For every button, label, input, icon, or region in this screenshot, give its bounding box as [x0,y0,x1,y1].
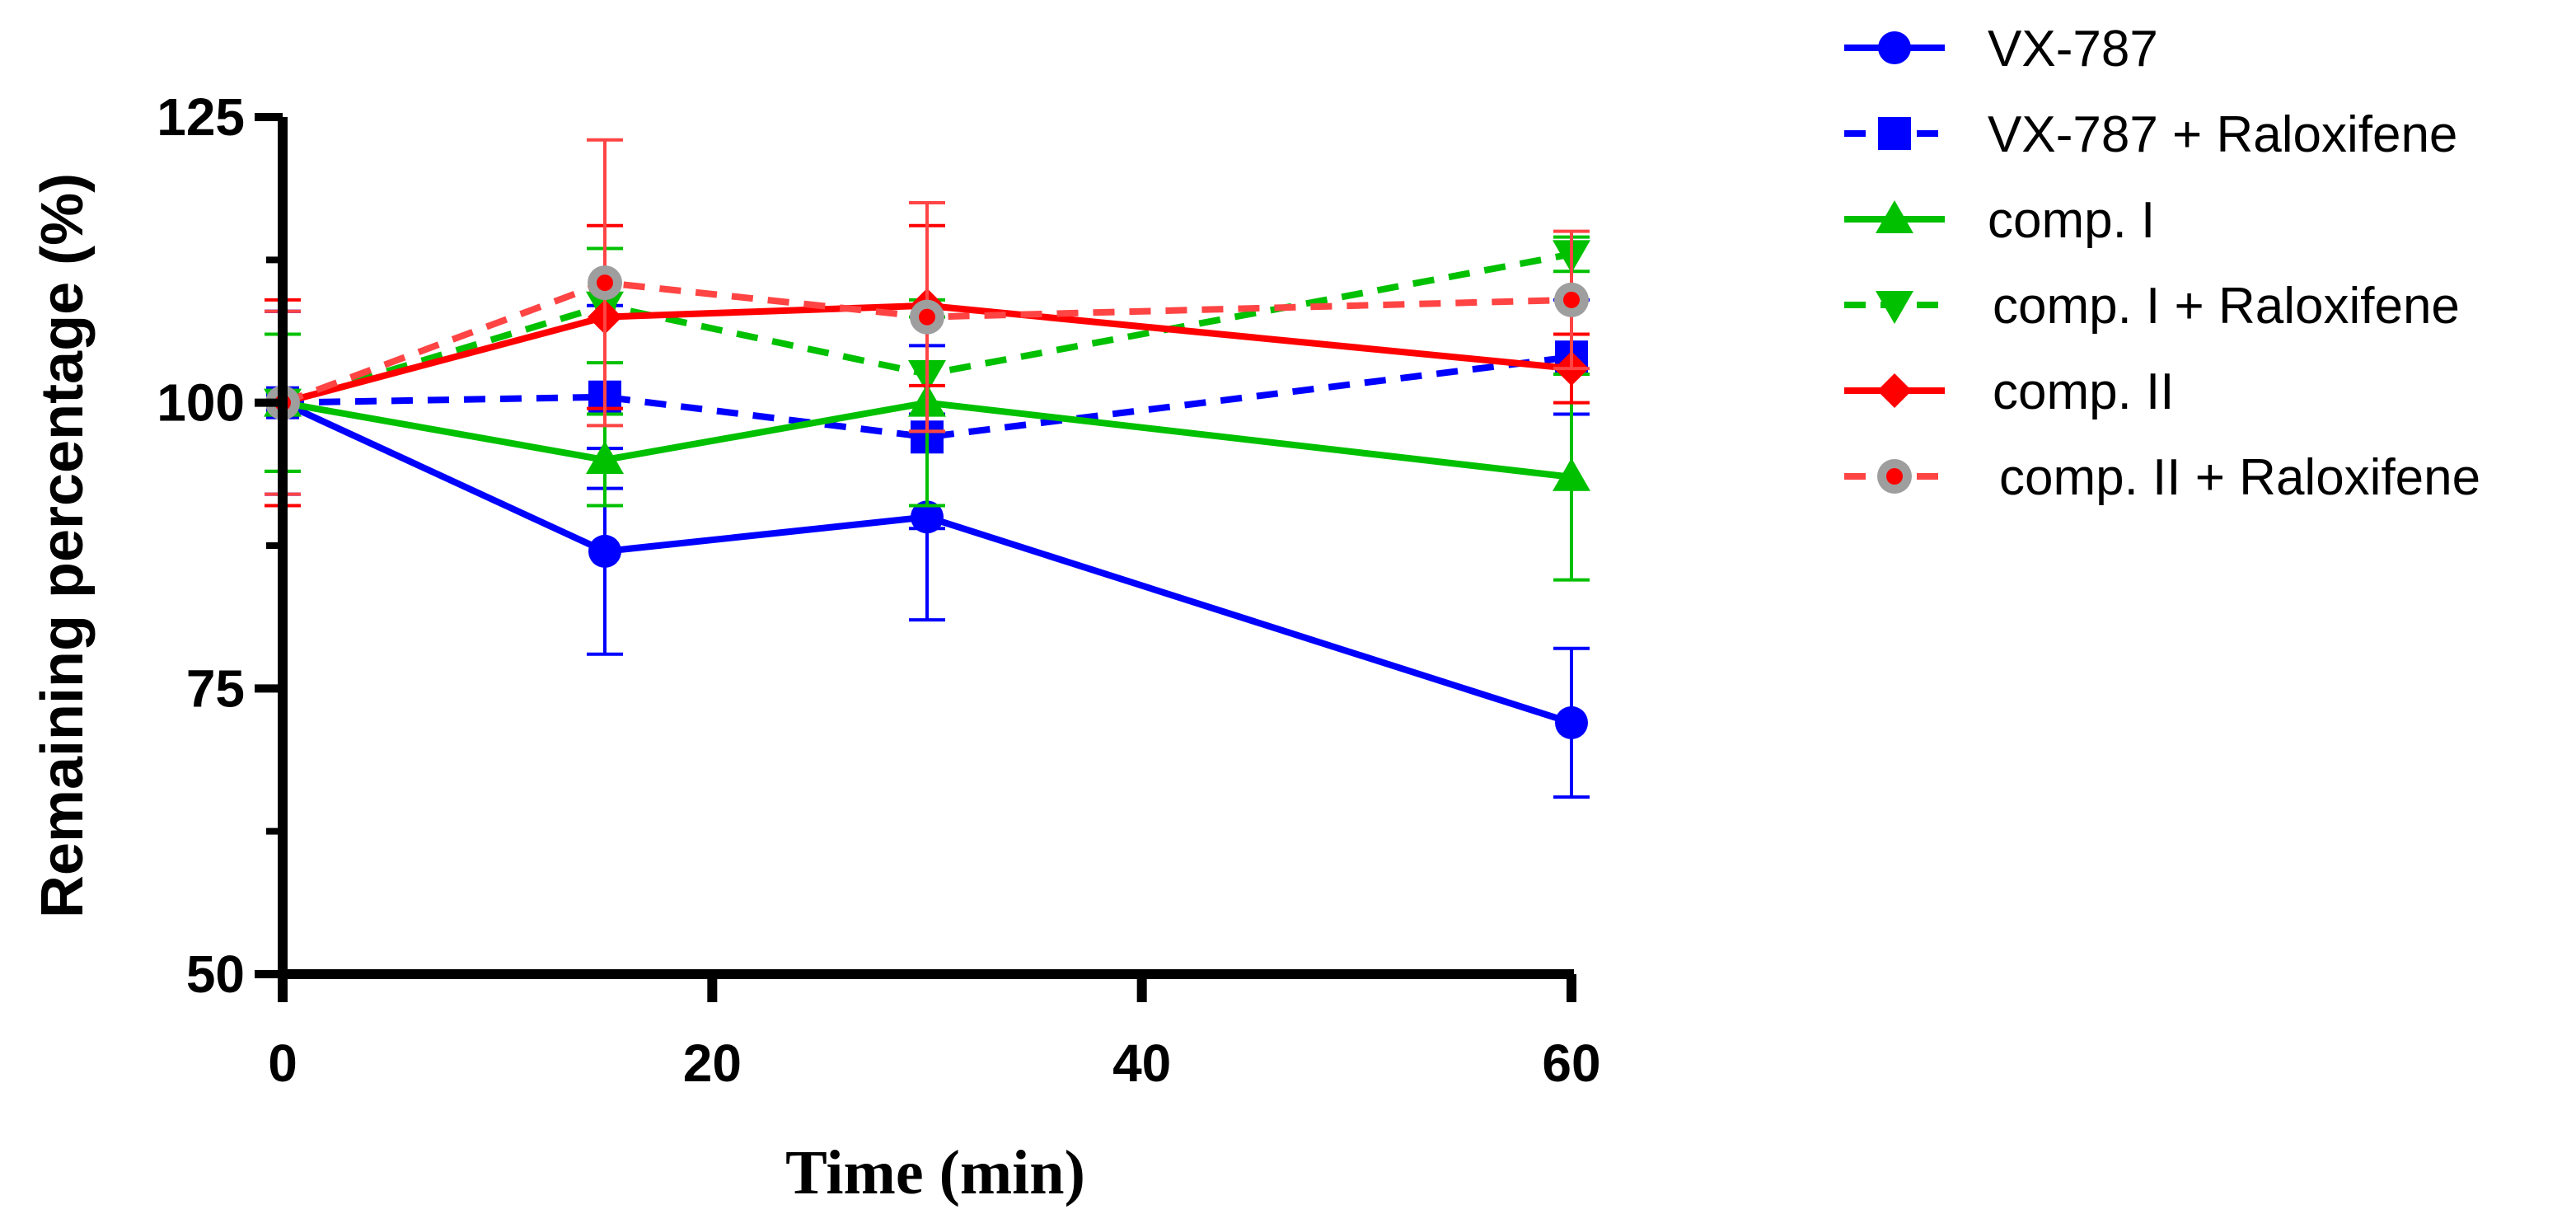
series-line [281,400,1573,726]
x-tick-label: 20 [683,1033,742,1093]
legend-marker [1876,200,1913,233]
data-point [910,299,944,335]
series-line [282,354,1572,441]
marker-inner [1886,468,1903,485]
legend-label: comp. II + Raloxifene [1999,449,2480,506]
series-line [281,251,1572,406]
y-tick-label: 125 [157,87,245,147]
data-point [586,441,624,474]
x-axis: 0 20 40 60 Time (min) [268,969,1601,1207]
marker-inner [1563,291,1580,308]
legend-label: comp. I + Raloxifene [1993,278,2460,335]
legend: VX-787 VX-787 + Raloxifene comp. I comp. I … [1844,21,2480,506]
y-tick-label: 100 [157,373,245,433]
legend-item: comp. II + Raloxifene [1844,449,2480,506]
y-axis: 50 75 100 125 Remaining percentage (%) [30,87,288,1004]
data-point [588,265,622,301]
y-axis-label: Remaining percentage (%) [30,173,96,918]
data-point [588,534,621,568]
legend-item: comp. I [1844,192,2155,249]
legend-item: comp. II [1844,363,2175,420]
legend-marker [1877,459,1912,494]
data-point [1555,705,1588,739]
legend-item: VX-787 [1844,21,2158,77]
legend-marker [1878,117,1911,150]
legend-marker [1876,291,1913,324]
series-line [281,279,1572,406]
marker-inner [919,308,935,326]
x-tick-label: 0 [268,1033,297,1093]
legend-marker [1878,31,1911,64]
x-tick-label: 40 [1112,1033,1171,1093]
legend-label: comp. I [1988,192,2155,249]
legend-label: VX-787 + Raloxifene [1988,106,2457,163]
legend-item: VX-787 + Raloxifene [1844,106,2457,163]
y-tick-label: 50 [186,944,245,1004]
x-axis-label: Time (min) [785,1138,1085,1207]
data-point [1554,282,1589,317]
series-line [282,399,1572,480]
data-point [1553,457,1590,491]
legend-item: comp. I + Raloxifene [1844,278,2460,335]
x-tick-label: 60 [1542,1033,1600,1093]
legend-label: comp. II [1993,363,2175,420]
y-tick-label: 75 [186,659,245,718]
legend-marker [1877,373,1912,408]
series-line [281,302,1572,406]
legend-label: VX-787 [1988,21,2158,77]
marker-inner [597,274,613,292]
plot-series [264,138,1590,799]
